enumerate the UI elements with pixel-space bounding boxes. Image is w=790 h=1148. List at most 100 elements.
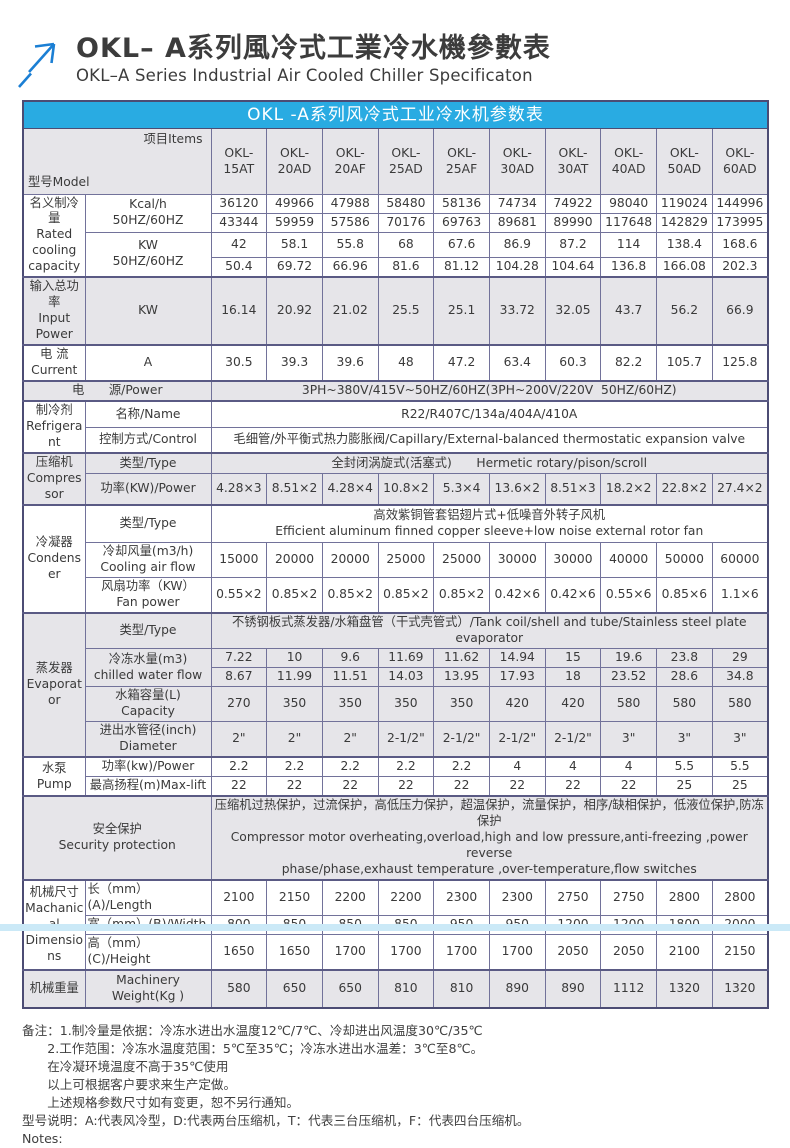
table-title: OKL -A系列风冷式工业冷水机参数表 [22, 100, 769, 129]
value-cell: 3" [711, 721, 769, 758]
bottom-stripe [0, 924, 790, 931]
value-cell: 32.05 [544, 276, 602, 346]
spec-table: OKL -A系列风冷式工业冷水机参数表 型号Model 项目Items OKL-… [22, 100, 769, 1009]
value-cell: 22.8×2 [656, 473, 713, 506]
value-cell: 420 [488, 686, 546, 723]
value-cell: 1320 [656, 968, 713, 1009]
value-cell: 0.85×6 [656, 577, 713, 614]
value-cell: 29 [711, 648, 769, 669]
value-cell: 0.85×2 [377, 577, 435, 614]
value-cell: 22 [377, 776, 435, 797]
value-cell: 8.67 [210, 667, 268, 688]
value-cell: 350 [266, 686, 323, 723]
value-power-source: 3PH~380V/415V~50HZ/60HZ(3PH~200V/220V 50… [210, 380, 769, 402]
value-cell: 22 [210, 776, 268, 797]
value-cell: 114 [600, 231, 657, 259]
value-cell: 138.4 [656, 231, 713, 259]
value-cell: 82.2 [600, 344, 657, 382]
value-cell: 8.51×3 [544, 473, 602, 506]
row-input-power: 输入总功率 Input Power KW 16.14 20.92 21.02 25.5… [22, 276, 769, 346]
label-chilled-water-flow: 冷冻水量(m3) chilled water flow [84, 648, 212, 688]
row-max-lift: 最高扬程(m)Max-lift 22 22 22 22 22 22 22 22 25 25 [23, 776, 769, 797]
value-cell: 0.55×6 [600, 577, 657, 614]
value-cell: 5.5 [656, 756, 713, 778]
value-cell: 144996 [711, 193, 769, 214]
value-cell: 202.3 [711, 257, 769, 278]
value-cell: 15 [544, 648, 602, 669]
value-cell: 2050 [600, 933, 657, 971]
value-cell: 14.03 [377, 667, 435, 688]
label-fan-power: 风扇功率（KW） Fan power [84, 577, 212, 614]
value-cell: 81.6 [377, 257, 435, 278]
value-cell: 39.6 [321, 344, 379, 382]
value-cell: 2800 [711, 878, 769, 916]
value-cell: 7.22 [210, 648, 268, 669]
row-length: 机械尺寸 Machanical Dimensions 长（mm）(A)/Leng… [22, 878, 769, 971]
value-cell: 55.8 [321, 231, 379, 259]
value-cell: 8.51×2 [266, 473, 323, 506]
value-cell: 47988 [321, 193, 379, 214]
value-cell: 16.14 [210, 276, 268, 346]
label-security-protection: 安全保护 Security protection [22, 795, 212, 881]
page-header: OKL– A系列風冷式工業冷水機參數表 OKL–A Series Industr… [0, 0, 790, 89]
row-compressor-power: 功率(KW)/Power 4.28×3 8.51×2 4.28×4 10.8×2 5.3… [23, 473, 769, 506]
value-cell: 30000 [544, 542, 602, 579]
value-cell: 2150 [266, 878, 323, 916]
value-cell: 168.6 [711, 231, 769, 259]
label-tank-capacity: 水箱容量(L) Capacity [84, 686, 212, 723]
page-subtitle: OKL–A Series Industrial Air Cooled Chill… [76, 66, 533, 86]
row-condenser-type: 冷凝器 Condenser 类型/Type 高效紫铜管套铝翅片式+低噪音外转子风… [22, 504, 769, 614]
value-cell: 25.5 [377, 276, 435, 346]
value-cell: 43344 [210, 212, 268, 233]
row-machinery-weight: 机械重量 Machinery Weight(Kg ) 580 650 650 810 8… [22, 968, 769, 1009]
label-pump-power: 功率(kw)/Power [84, 756, 212, 778]
value-cell: 0.85×2 [266, 577, 323, 614]
note-line: 型号说明：A:代表风冷型，D:代表两台压缩机，T：代表三台压缩机，F：代表四台压… [22, 1112, 530, 1128]
value-cell: 650 [321, 968, 379, 1009]
note-line: Notes: [22, 1130, 63, 1146]
row-chilled-water-60hz: 8.67 11.99 11.51 14.03 13.95 17.93 18 23.52 28.6… [23, 667, 769, 688]
value-cell: 68 [377, 231, 435, 259]
value-cell: 890 [544, 968, 602, 1009]
value-cell: 60000 [711, 542, 769, 579]
value-cell: 89681 [488, 212, 546, 233]
label-compressor-power: 功率(KW)/Power [84, 473, 212, 506]
value-cell: OKL- 60AD [711, 128, 769, 195]
value-cell: 2100 [210, 878, 268, 916]
value-cell: 1320 [711, 968, 769, 1009]
value-cell: 810 [377, 968, 435, 1009]
row-refrigerant-name: 制冷剂 Refrigerant 名称/Name R22/R407C/134a/4… [22, 400, 769, 454]
value-cell: 59959 [266, 212, 323, 233]
value-cell: 2-1/2" [544, 721, 602, 758]
value-cell: 14.94 [488, 648, 546, 669]
value-cell: 2300 [433, 878, 490, 916]
value-cell: 5.5 [711, 756, 769, 778]
value-cell: 19.6 [600, 648, 657, 669]
value-cell: 50000 [656, 542, 713, 579]
value-cell: 2" [210, 721, 268, 758]
value-cell: 56.2 [656, 276, 713, 346]
value-cell: 2750 [544, 878, 602, 916]
note-line: 备注：1.制冷量是依据：冷冻水进出水温度12℃/7℃、冷却进出风温度30℃/35… [22, 1022, 483, 1038]
row-height: 高（mm）(C)/Height 1650 1650 1700 1700 1700 1700… [23, 933, 769, 971]
label-machinery-weight-en: Machinery Weight(Kg ) [84, 968, 212, 1009]
value-cell: 2.2 [266, 756, 323, 778]
value-cell: 25 [656, 776, 713, 797]
value-cell: 0.55×2 [210, 577, 268, 614]
value-cell: 4.28×4 [321, 473, 379, 506]
label-evaporator-type: 类型/Type [84, 612, 212, 650]
value-cell: OKL- 20AF [321, 128, 379, 195]
value-cell: 74922 [544, 193, 602, 214]
label-kw: KW 50HZ/60HZ [84, 231, 212, 278]
label-refrigerant: 制冷剂 Refrigerant [22, 400, 86, 454]
value-cell: 21.02 [321, 276, 379, 346]
value-cell: 420 [544, 686, 602, 723]
value-refrigerant-control: 毛细管/外平衡式热力膨胀阀/Capillary/External-balance… [210, 426, 769, 454]
value-cell: 20000 [266, 542, 323, 579]
model-header-row: 型号Model 项目Items OKL- 15AT OKL- 20AD OKL- 2… [22, 128, 769, 195]
row-pipe-diameter: 进出水管径(inch) Diameter 2" 2" 2" 2-1/2" 2-1/2" 2… [23, 721, 769, 758]
value-cell: 580 [711, 686, 769, 723]
value-cell: 117648 [600, 212, 657, 233]
value-cell: 350 [377, 686, 435, 723]
note-line: 在冷凝环境温度不高于35℃使用 [22, 1058, 229, 1074]
